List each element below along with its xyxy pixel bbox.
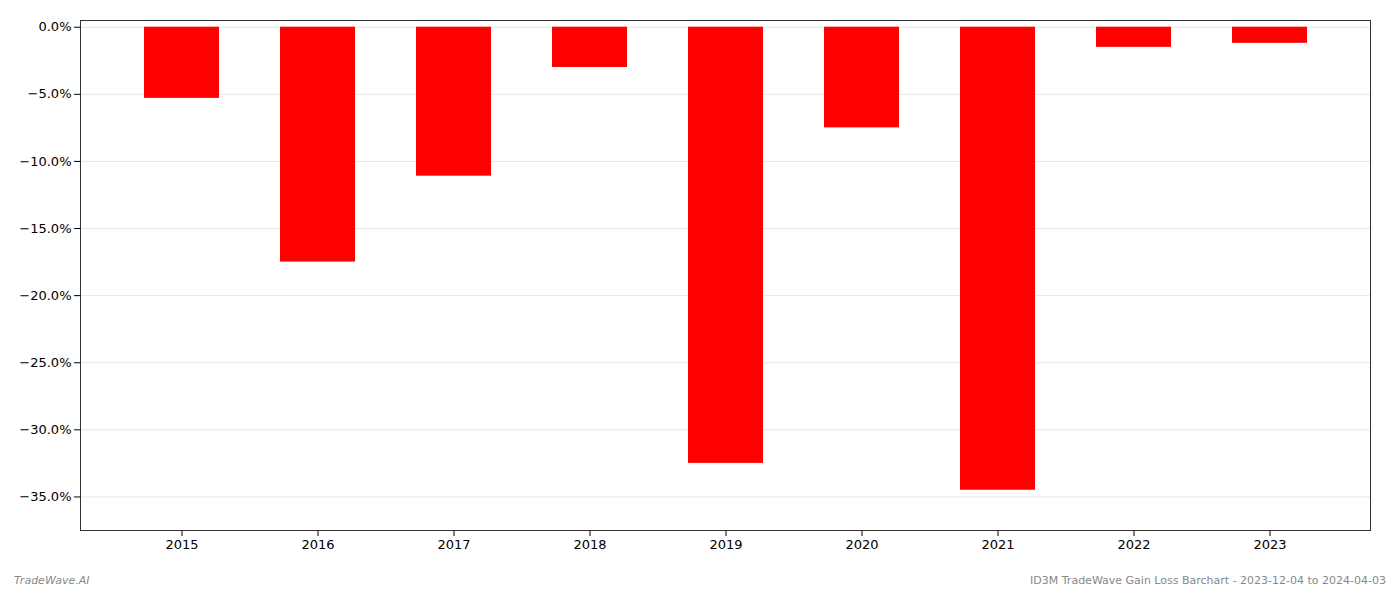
svg-text:−30.0%: −30.0% [19,422,71,437]
svg-text:2017: 2017 [437,537,470,552]
html-text:TradeWave.AI: TradeWave.AI [14,574,90,587]
html-text:ID3M TradeWave Gain Loss Barch: ID3M TradeWave Gain Loss Barchart - 2023… [1030,574,1386,587]
svg-text:2019: 2019 [709,537,742,552]
svg-text:2022: 2022 [1117,537,1150,552]
svg-text:−20.0%: −20.0% [19,288,71,303]
svg-text:2015: 2015 [165,537,198,552]
svg-text:2016: 2016 [301,537,334,552]
svg-text:2020: 2020 [845,537,878,552]
svg-text:−5.0%: −5.0% [28,86,72,101]
svg-text:2023: 2023 [1253,537,1286,552]
svg-text:−15.0%: −15.0% [19,221,71,236]
svg-text:−10.0%: −10.0% [19,154,71,169]
svg-text:−25.0%: −25.0% [19,355,71,370]
svg-text:2021: 2021 [981,537,1014,552]
svg-text:−35.0%: −35.0% [19,489,71,504]
svg-text:2018: 2018 [573,537,606,552]
svg-text:0.0%: 0.0% [38,19,71,34]
